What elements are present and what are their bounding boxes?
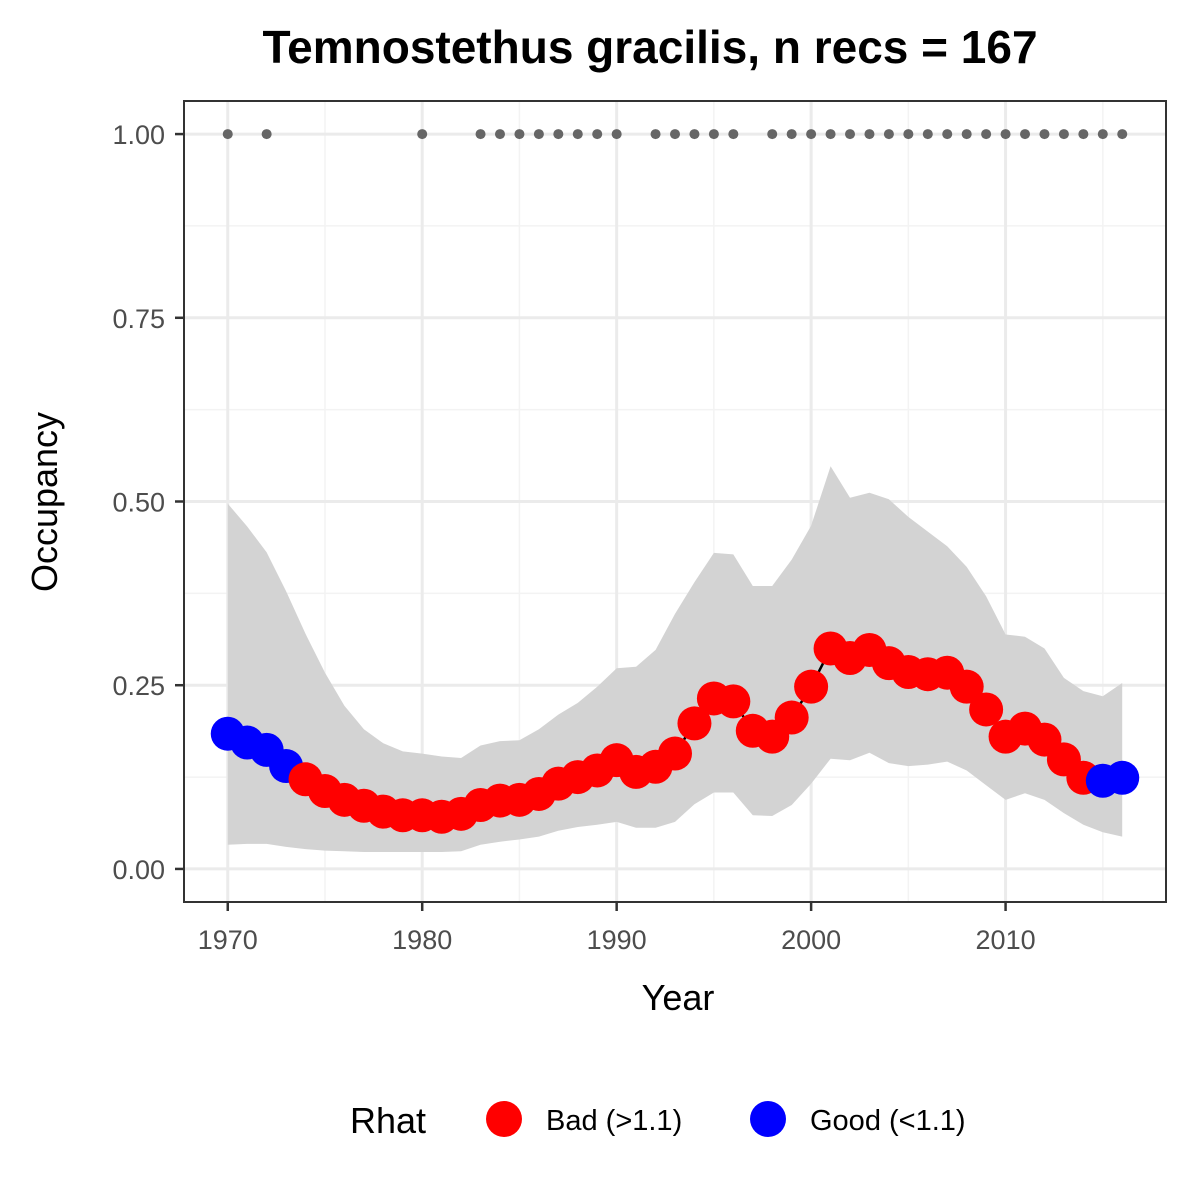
y-axis-title: Occupancy: [24, 412, 65, 592]
occupancy-point-bad: [677, 706, 712, 741]
record-point: [942, 129, 953, 140]
record-point: [961, 129, 972, 140]
record-point: [1039, 129, 1050, 140]
x-tick-label: 1980: [392, 925, 452, 955]
occupancy-point-bad: [658, 736, 692, 771]
occupancy-point-bad: [716, 684, 751, 719]
legend: Rhat Bad (>1.1) Good (<1.1): [350, 1100, 966, 1141]
record-point: [514, 129, 525, 140]
axes: 1970 1980 1990 2000 2010 0.00 0.25 0.50 0.75 1.00: [112, 120, 1035, 955]
record-point: [981, 129, 992, 140]
record-point: [825, 129, 836, 140]
record-point: [494, 129, 505, 140]
record-point: [417, 129, 428, 140]
occupancy-point-bad: [794, 669, 829, 704]
record-point: [845, 129, 856, 140]
legend-good-swatch: [750, 1101, 786, 1137]
y-tick-label: 0.00: [112, 855, 165, 885]
record-point: [1058, 129, 1069, 140]
record-point: [592, 129, 603, 140]
record-point: [728, 129, 739, 140]
record-point: [767, 129, 778, 140]
x-tick-label: 2010: [976, 925, 1036, 955]
occupancy-point-good: [1105, 760, 1140, 795]
record-point: [689, 129, 700, 140]
x-axis-title: Year: [642, 977, 715, 1018]
record-points-layer: [222, 129, 1128, 140]
occupancy-point-bad: [774, 700, 809, 735]
record-point: [786, 129, 797, 140]
legend-good-label: Good (<1.1): [810, 1105, 966, 1137]
y-tick-label: 0.25: [112, 671, 165, 701]
occupancy-point-bad: [949, 669, 984, 704]
record-point: [806, 129, 817, 140]
legend-bad-swatch: [486, 1101, 522, 1137]
record-point: [922, 129, 933, 140]
record-point: [553, 129, 564, 140]
record-point: [903, 129, 914, 140]
record-point: [1078, 129, 1089, 140]
confidence-ribbon-layer: [227, 466, 1123, 852]
legend-bad-label: Bad (>1.1): [546, 1105, 682, 1137]
record-point: [883, 129, 894, 140]
occupancy-point-bad: [969, 692, 1004, 727]
chart-title: Temnostethus gracilis, n recs = 167: [262, 21, 1037, 73]
confidence-ribbon: [227, 466, 1123, 852]
record-point: [572, 129, 583, 140]
x-tick-label: 1970: [198, 925, 258, 955]
record-point: [1097, 129, 1108, 140]
record-point: [611, 129, 622, 140]
record-point: [650, 129, 661, 140]
record-point: [261, 129, 272, 140]
occupancy-points-layer: [210, 631, 1140, 834]
record-point: [670, 129, 680, 140]
record-point: [475, 129, 486, 140]
record-point: [533, 129, 544, 140]
y-tick-label: 1.00: [112, 120, 165, 150]
x-tick-label: 2000: [781, 925, 841, 955]
y-tick-label: 0.50: [112, 488, 165, 518]
record-point: [1020, 129, 1031, 140]
record-point: [864, 129, 875, 140]
record-point: [222, 129, 233, 140]
y-tick-label: 0.75: [112, 304, 165, 334]
record-point: [1117, 129, 1128, 140]
record-point: [1000, 129, 1011, 140]
legend-title: Rhat: [350, 1100, 426, 1141]
record-point: [708, 129, 719, 140]
x-tick-label: 1990: [587, 925, 647, 955]
